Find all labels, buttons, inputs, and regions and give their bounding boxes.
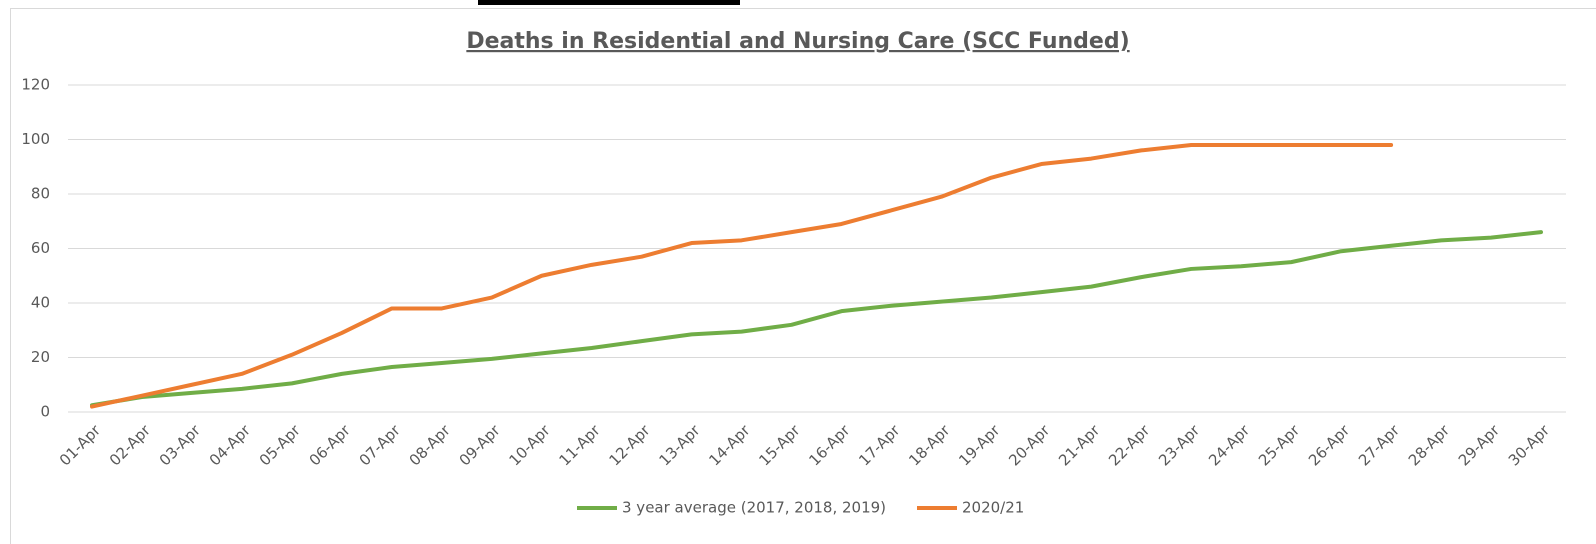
x-tick-label: 19-Apr — [955, 421, 1004, 470]
x-tick-label: 06-Apr — [306, 421, 355, 470]
header-bar — [478, 0, 740, 5]
x-tick-label: 22-Apr — [1105, 421, 1154, 470]
x-tick-label: 13-Apr — [655, 421, 704, 470]
x-tick-label: 27-Apr — [1355, 421, 1404, 470]
x-tick-label: 25-Apr — [1255, 421, 1304, 470]
x-tick-label: 01-Apr — [56, 421, 105, 470]
y-tick-label: 60 — [31, 239, 50, 257]
x-tick-label: 26-Apr — [1305, 421, 1354, 470]
y-tick-label: 100 — [21, 130, 50, 148]
x-tick-label: 11-Apr — [555, 421, 604, 470]
x-tick-label: 30-Apr — [1505, 421, 1554, 470]
x-tick-label: 18-Apr — [905, 421, 954, 470]
y-tick-label: 120 — [21, 76, 50, 94]
y-tick-label: 20 — [31, 348, 50, 366]
x-tick-label: 09-Apr — [456, 421, 505, 470]
x-tick-label: 21-Apr — [1055, 421, 1104, 470]
x-tick-label: 02-Apr — [106, 421, 155, 470]
legend-label: 2020/21 — [962, 499, 1024, 517]
x-tick-label: 29-Apr — [1455, 421, 1504, 470]
x-tick-label: 24-Apr — [1205, 421, 1254, 470]
series-line — [90, 230, 1543, 408]
chart-title: Deaths in Residential and Nursing Care (… — [466, 29, 1129, 54]
x-tick-label: 20-Apr — [1005, 421, 1054, 470]
x-tick-label: 08-Apr — [406, 421, 455, 470]
chart-frame — [10, 8, 1596, 544]
x-tick-label: 14-Apr — [705, 421, 754, 470]
x-tick-label: 16-Apr — [805, 421, 854, 470]
y-tick-label: 0 — [40, 403, 50, 421]
x-tick-label: 04-Apr — [206, 421, 255, 470]
x-tick-label: 07-Apr — [356, 421, 405, 470]
x-tick-label: 17-Apr — [855, 421, 904, 470]
y-tick-label: 40 — [31, 294, 50, 312]
x-tick-label: 23-Apr — [1155, 421, 1204, 470]
x-tick-label: 05-Apr — [256, 421, 305, 470]
x-tick-label: 15-Apr — [755, 421, 804, 470]
x-tick-label: 28-Apr — [1405, 421, 1454, 470]
x-tick-label: 03-Apr — [156, 421, 205, 470]
x-tick-label: 10-Apr — [506, 421, 555, 470]
legend-label: 3 year average (2017, 2018, 2019) — [622, 499, 886, 517]
series-line — [90, 142, 1394, 409]
x-tick-label: 12-Apr — [605, 421, 654, 470]
y-tick-label: 80 — [31, 185, 50, 203]
